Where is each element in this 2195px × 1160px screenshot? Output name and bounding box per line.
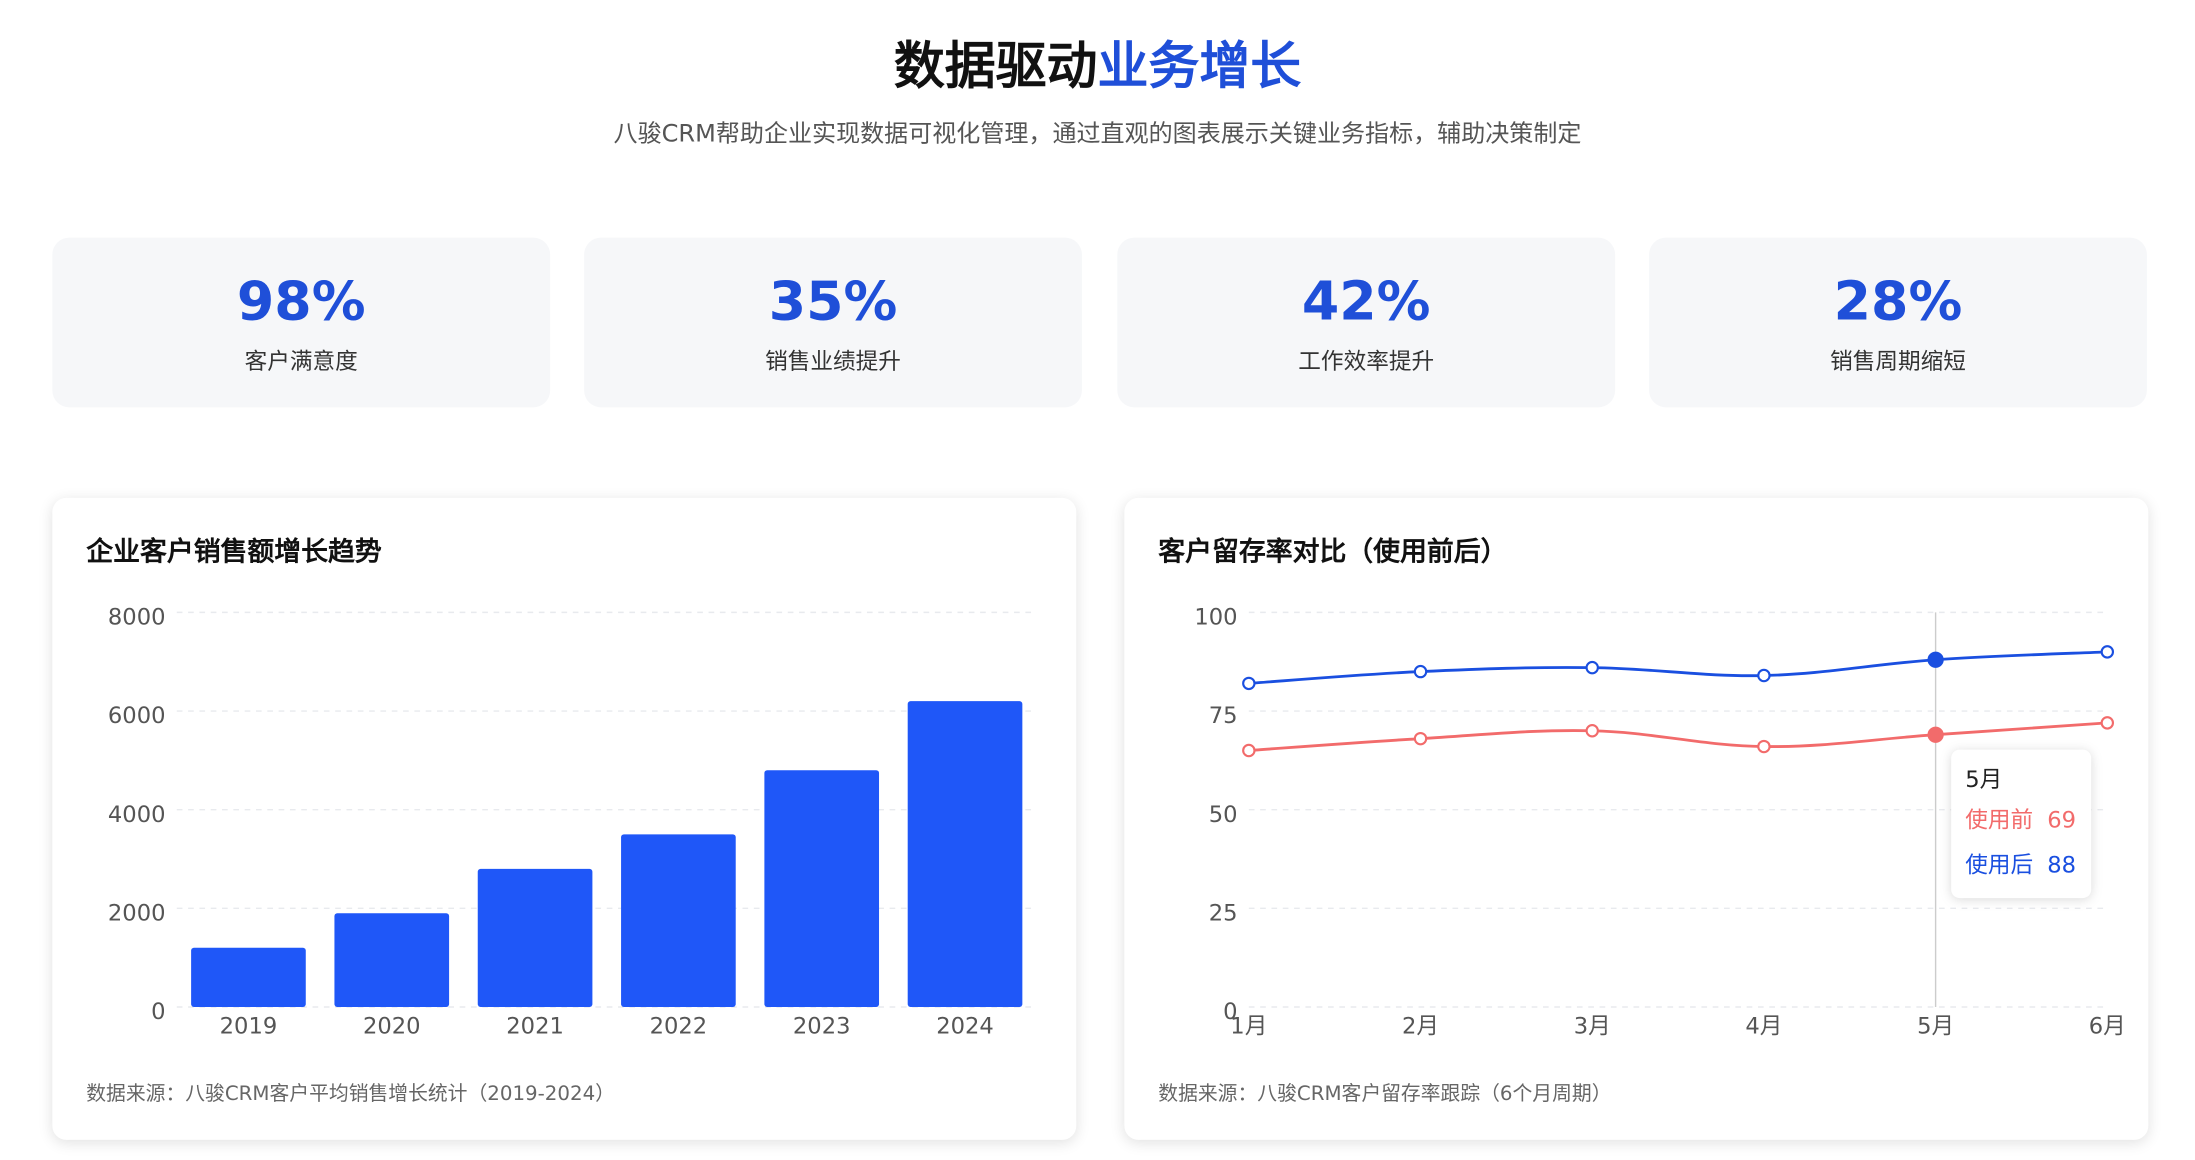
data-point: [1585, 660, 1599, 675]
stat-value: 28%: [1833, 270, 1963, 333]
x-tick-label: 4月: [1745, 1013, 1782, 1039]
x-tick-label: 2月: [1402, 1013, 1439, 1039]
page-title: 数据驱动业务增长: [0, 25, 2195, 99]
stat-label: 客户满意度: [244, 347, 358, 375]
tooltip-title: 5月: [1965, 767, 2002, 793]
y-tick-label: 75: [1209, 703, 1238, 729]
chart-card: [52, 497, 1077, 1140]
x-tick-label: 3月: [1574, 1013, 1611, 1039]
stat-label: 销售业绩提升: [765, 347, 901, 375]
y-tick-label: 0: [1223, 999, 1237, 1025]
x-tick-label: 6月: [2089, 1013, 2126, 1039]
data-point: [1585, 724, 1599, 738]
tooltip-value: 69: [2047, 807, 2076, 833]
x-tick-label: 2019: [220, 1013, 278, 1039]
stat-card: 42% 工作效率提升: [1117, 237, 1616, 408]
y-tick-label: 6000: [108, 703, 166, 729]
data-point: [1242, 743, 1256, 758]
x-tick-label: 2022: [650, 1013, 708, 1039]
stat-value: 42%: [1301, 270, 1431, 333]
tooltip-value: 88: [2047, 852, 2076, 878]
data-point: [1757, 739, 1771, 754]
x-tick-label: 2020: [363, 1013, 421, 1039]
x-tick-label: 5月: [1917, 1013, 1954, 1039]
bar: [907, 701, 1023, 1007]
stat-card: 35% 销售业绩提升: [584, 237, 1082, 408]
bar: [334, 913, 450, 1007]
data-point: [2100, 716, 2115, 730]
tooltip-name: 使用后: [1965, 852, 2033, 878]
x-tick-label: 2023: [793, 1013, 851, 1039]
bar: [191, 947, 306, 1007]
chart-title: 企业客户销售额增长趋势: [86, 535, 382, 567]
tooltip-name: 使用前: [1965, 807, 2033, 833]
y-tick-label: 100: [1194, 605, 1237, 631]
y-tick-label: 50: [1209, 802, 1238, 828]
x-tick-label: 1月: [1230, 1013, 1267, 1039]
stat-label: 销售周期缩短: [1830, 347, 1966, 375]
stat-label: 工作效率提升: [1298, 347, 1435, 375]
bar: [764, 770, 880, 1007]
y-tick-label: 8000: [108, 605, 166, 631]
chart-source: 数据来源：八骏CRM客户平均销售增长统计（2019-2024）: [86, 1082, 615, 1105]
data-point: [2100, 645, 2115, 659]
title-main: 数据驱动: [893, 38, 1098, 97]
data-point: [1413, 731, 1428, 746]
stat-value: 98%: [236, 270, 366, 333]
data-point: [1242, 676, 1256, 691]
stat-card: 98% 客户满意度: [52, 237, 551, 408]
series-line: [1248, 721, 2108, 752]
chart-source: 数据来源：八骏CRM客户留存率跟踪（6个月周期）: [1158, 1082, 1611, 1105]
tooltip-entry: 使用前 69: [1965, 807, 2076, 833]
tooltip: [1951, 749, 2092, 899]
data-point: [1413, 664, 1428, 679]
stat-value: 35%: [768, 270, 898, 333]
data-point: [1927, 726, 1944, 743]
title-highlight: 业务增长: [1097, 38, 1302, 97]
y-tick-label: 25: [1209, 900, 1238, 926]
tooltip-entry: 使用后 88: [1965, 852, 2076, 878]
x-tick-label: 2021: [506, 1013, 564, 1039]
chart-title: 客户留存率对比（使用前后）: [1158, 535, 1507, 567]
bar: [621, 834, 736, 1007]
data-point: [1757, 668, 1771, 683]
bar: [477, 868, 593, 1007]
subtitle: 八骏CRM帮助企业实现数据可视化管理，通过直观的图表展示关键业务指标，辅助决策制…: [613, 120, 1582, 149]
y-tick-label: 4000: [108, 802, 166, 828]
series-line: [1248, 650, 2108, 685]
data-point: [1927, 651, 1944, 668]
x-tick-label: 2024: [936, 1013, 994, 1039]
stat-card: 28% 销售周期缩短: [1649, 237, 2147, 408]
y-tick-label: 0: [151, 999, 165, 1025]
y-tick-label: 2000: [108, 900, 166, 926]
